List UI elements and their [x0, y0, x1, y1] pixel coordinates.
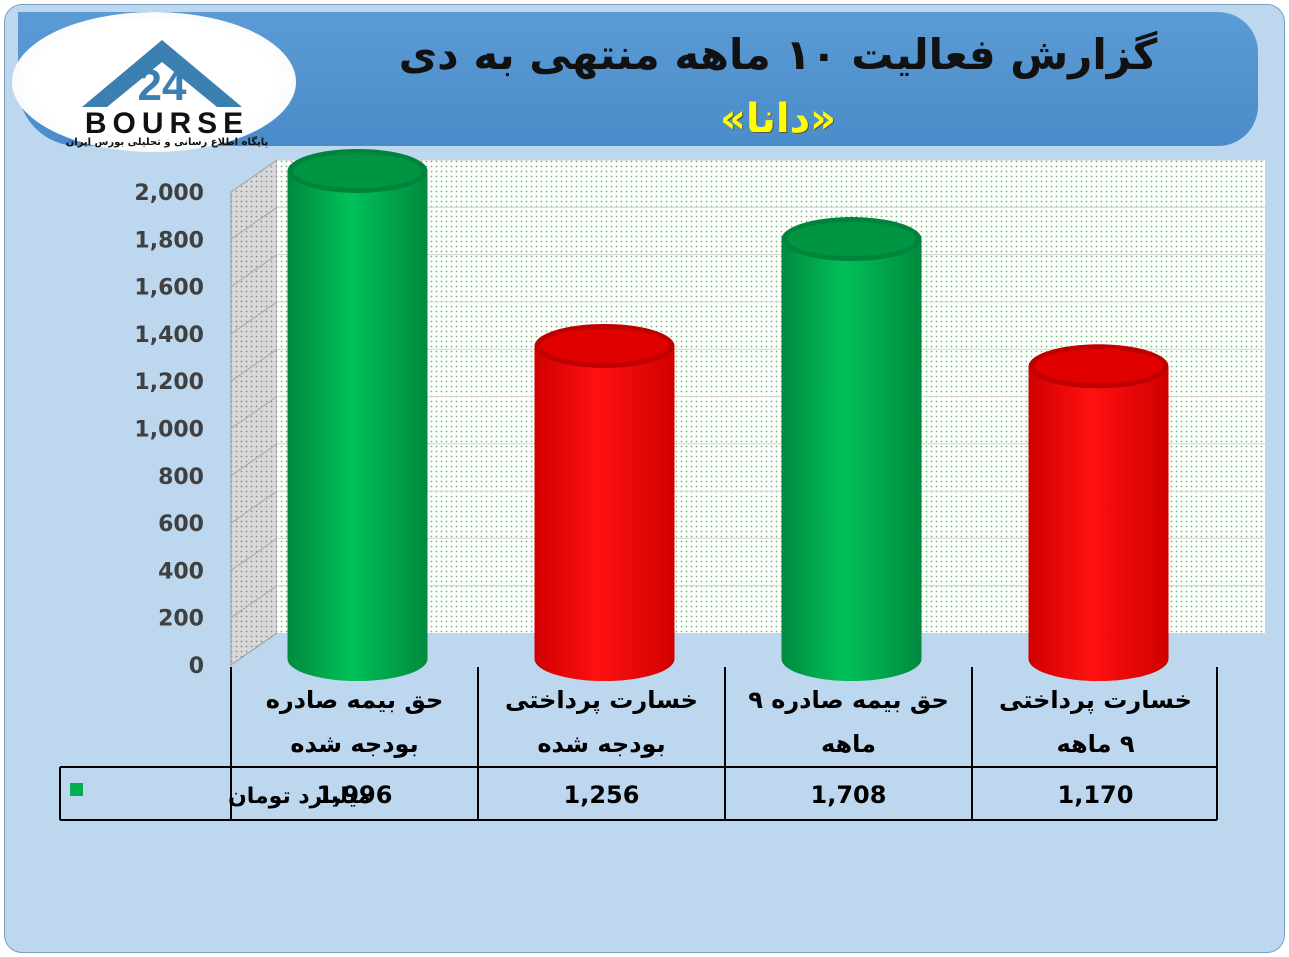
wall-gridline — [230, 443, 278, 477]
wall-gridline — [230, 490, 278, 524]
category-label: ماهه — [821, 730, 876, 758]
y-tick-label: 600 — [158, 512, 204, 537]
y-axis-ticks: 0 200 400 600 800 1,000 1,200 1,400 1,600 1,800 2,… — [134, 181, 204, 679]
y-tick-label: 1,600 — [134, 276, 204, 301]
data-label: 1,708 — [811, 781, 887, 809]
y-tick-label: 200 — [158, 607, 204, 632]
bar — [1028, 344, 1169, 681]
bars — [287, 148, 1169, 682]
wall-gridline — [230, 585, 278, 619]
category-label: ۹ ماهه — [1056, 730, 1134, 758]
chart-title: گزارش فعالیت ۱۰ ماهه منتهی به دی — [398, 30, 1158, 79]
bar — [534, 323, 675, 681]
category-label: خسارت پرداختی — [999, 686, 1192, 714]
data-table: حق بیمه صادره بودجه شده 1,996 خسارت پرداختی… — [59, 667, 1218, 821]
category-label: خسارت پرداختی — [505, 686, 698, 714]
y-tick-label: 400 — [158, 559, 204, 584]
logo-subtitle: پایگاه اطلاع رسانی و تحلیلی بورس ایران — [65, 137, 269, 148]
legend-swatch — [70, 783, 83, 796]
data-label: 1,256 — [564, 781, 640, 809]
y-tick-label: 1,200 — [134, 370, 204, 395]
wall-gridline — [230, 348, 278, 382]
bourse24-logo: 24 BOURSE پایگاه اطلاع رسانی و تحلیلی بو… — [12, 12, 296, 152]
category-label: بودجه شده — [537, 730, 665, 758]
svg-text:24: 24 — [138, 61, 187, 110]
y-tick-label: 1,000 — [134, 418, 204, 443]
data-label: 1,170 — [1058, 781, 1134, 809]
y-tick-label: 0 — [189, 654, 204, 679]
logo-icon: 24 — [82, 40, 242, 110]
wall-gridline — [230, 206, 278, 240]
logo-word: BOURSE — [84, 107, 250, 140]
y-tick-label: 1,800 — [134, 228, 204, 253]
wall-gridline — [230, 537, 278, 571]
legend-label: میلیارد تومان — [228, 784, 371, 809]
y-tick-label: 1,400 — [134, 323, 204, 348]
category-label: حق بیمه صادره ۹ — [748, 686, 949, 714]
wall-gridline — [230, 159, 278, 193]
wall-gridline — [230, 254, 278, 288]
bar — [287, 148, 428, 682]
y-tick-label: 2,000 — [134, 181, 204, 206]
category-label: بودجه شده — [290, 730, 418, 758]
data-label: 1,996 — [317, 781, 393, 809]
y-tick-label: 800 — [158, 465, 204, 490]
chart-subtitle: «دانا» — [720, 96, 836, 142]
wall-gridline — [230, 301, 278, 335]
category-label: حق بیمه صادره — [266, 686, 444, 714]
wall-gridline — [230, 396, 278, 429]
bar — [781, 217, 922, 682]
